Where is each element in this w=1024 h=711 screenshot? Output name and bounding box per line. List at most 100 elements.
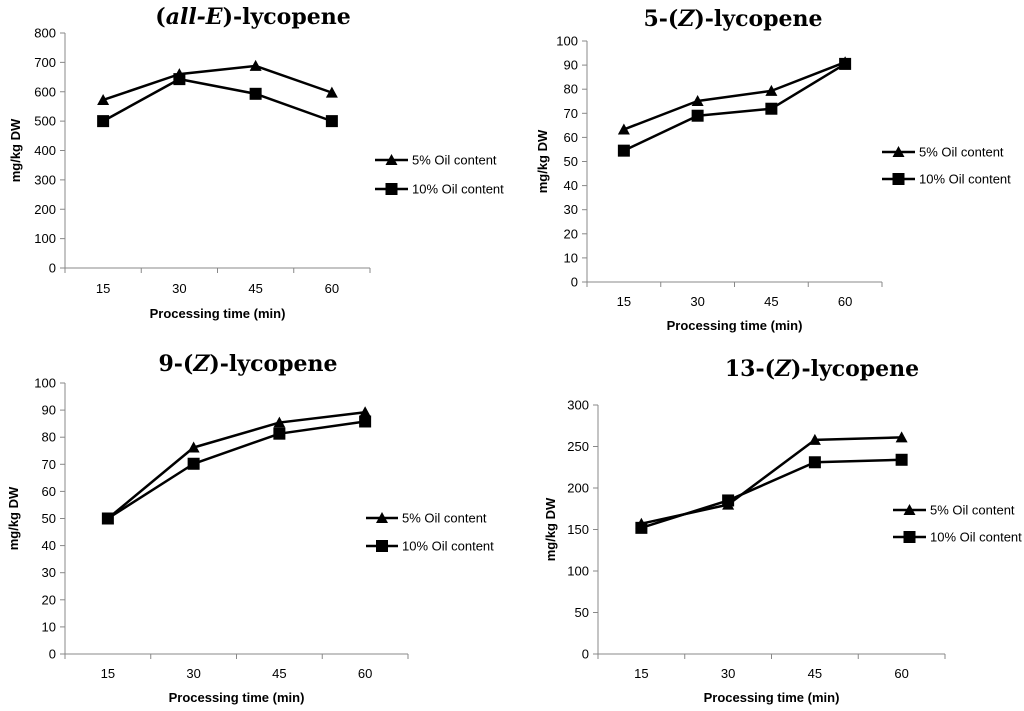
series-line xyxy=(107,411,366,520)
data-point xyxy=(617,123,630,135)
y-tick-label: 10 xyxy=(42,619,56,634)
legend-label: 5% Oil content xyxy=(930,503,1015,518)
legend-label: 5% Oil content xyxy=(919,145,1004,160)
x-axis-title: Processing time (min) xyxy=(150,306,286,321)
chart-1: (all-E)-lycopene 0 100 200 300 400 500 600 700 80… xyxy=(8,4,504,321)
y-tick-label: 100 xyxy=(567,564,589,579)
legend: 5% Oil content 10% Oil content xyxy=(375,153,504,197)
y-tick-label: 0 xyxy=(49,261,56,276)
data-point xyxy=(808,433,821,445)
data-point xyxy=(273,416,286,428)
chart-3: 9-(Z)-lycopene 0 10 20 30 40 50 60 70 80 90 100 15 30… xyxy=(6,351,494,705)
legend-label: 10% Oil content xyxy=(919,172,1011,187)
y-tick-label: 300 xyxy=(567,398,589,413)
chart-2: 5-(Z)-lycopene 0 10 20 30 40 50 60 70 80 90 100 15 30… xyxy=(535,6,1011,333)
series-triangle xyxy=(617,56,852,135)
y-tick-label: 700 xyxy=(34,55,56,70)
chart-title-part: )-lycopene xyxy=(223,4,351,30)
y-tick-label: 0 xyxy=(571,275,578,290)
y-axis-title: mg/kg DW xyxy=(535,129,550,193)
y-tick-label: 60 xyxy=(42,484,56,499)
chart-title: (all-E)-lycopene xyxy=(155,4,350,30)
data-point xyxy=(273,427,286,440)
data-point xyxy=(722,494,735,507)
x-tick-label: 15 xyxy=(96,281,110,296)
series-triangle xyxy=(101,406,372,524)
legend-label: 10% Oil content xyxy=(930,530,1022,545)
data-point xyxy=(635,521,648,534)
data-point xyxy=(765,84,778,96)
y-tick-label: 20 xyxy=(42,592,56,607)
series-line xyxy=(640,458,902,530)
data-point xyxy=(359,415,372,428)
x-tick-label: 60 xyxy=(358,666,372,681)
data-point xyxy=(101,512,114,525)
chart-title: 9-(Z)-lycopene xyxy=(158,351,337,377)
x-tick-label: 15 xyxy=(634,666,648,681)
y-tick-label: 200 xyxy=(34,202,56,217)
y-tick-label: 400 xyxy=(34,143,56,158)
data-point xyxy=(691,109,704,122)
y-tick-label: 0 xyxy=(582,647,589,662)
chart-title: 5-(Z)-lycopene xyxy=(643,6,822,32)
chart-4: 13-(Z)-lycopene 0 50 100 150 200 250 300 15 30 45 6… xyxy=(543,356,1022,705)
chart-title-part: all-E xyxy=(166,4,224,30)
x-tick-label: 30 xyxy=(690,294,704,309)
legend-marker-square xyxy=(892,173,905,185)
y-tick-label: 70 xyxy=(42,457,56,472)
legend-marker-triangle xyxy=(892,146,905,157)
y-axis-title: mg/kg DW xyxy=(543,497,558,561)
data-point xyxy=(187,457,200,470)
legend-label: 10% Oil content xyxy=(412,182,504,197)
data-point xyxy=(325,115,338,128)
data-point xyxy=(765,102,778,115)
data-point xyxy=(97,115,110,128)
data-point xyxy=(895,453,908,466)
y-tick-label: 40 xyxy=(564,178,578,193)
y-tick-label: 200 xyxy=(567,481,589,496)
data-point xyxy=(617,144,630,157)
chart-title-part: Z xyxy=(774,356,792,382)
chart-title-part: 5-( xyxy=(643,6,678,32)
y-axis-title: mg/kg DW xyxy=(8,118,23,182)
legend-label: 5% Oil content xyxy=(402,511,487,526)
y-tick-label: 10 xyxy=(564,250,578,265)
y-tick-label: 90 xyxy=(42,403,56,418)
series-square xyxy=(617,57,852,157)
y-tick-label: 30 xyxy=(42,565,56,580)
y-tick-label: 0 xyxy=(49,647,56,662)
y-tick-label: 50 xyxy=(575,605,589,620)
y-tick-label: 20 xyxy=(564,226,578,241)
y-tick-label: 70 xyxy=(564,106,578,121)
legend: 5% Oil content 10% Oil content xyxy=(882,145,1011,187)
x-tick-label: 60 xyxy=(838,294,852,309)
legend: 5% Oil content 10% Oil content xyxy=(366,511,494,554)
legend-marker-square xyxy=(385,183,398,195)
x-tick-label: 45 xyxy=(764,294,778,309)
data-point xyxy=(173,73,186,86)
data-point xyxy=(359,406,372,418)
y-tick-label: 800 xyxy=(34,26,56,41)
x-axis-title: Processing time (min) xyxy=(704,690,840,705)
series-line xyxy=(102,77,333,123)
y-tick-label: 150 xyxy=(567,522,589,537)
y-tick-label: 90 xyxy=(564,58,578,73)
y-tick-label: 300 xyxy=(34,172,56,187)
chart-title: 13-(Z)-lycopene xyxy=(725,356,919,382)
y-tick-label: 50 xyxy=(564,154,578,169)
y-tick-label: 500 xyxy=(34,114,56,129)
y-tick-label: 30 xyxy=(564,202,578,217)
series-square xyxy=(97,73,338,128)
y-tick-label: 100 xyxy=(34,231,56,246)
x-tick-label: 45 xyxy=(272,666,286,681)
data-point xyxy=(691,95,704,107)
series-line xyxy=(107,420,366,520)
series-triangle xyxy=(97,59,338,105)
chart-title-part: )-lycopene xyxy=(694,6,822,32)
y-tick-label: 600 xyxy=(34,84,56,99)
series-square xyxy=(101,415,372,525)
y-tick-label: 80 xyxy=(42,430,56,445)
series-line xyxy=(623,61,846,131)
legend-marker-triangle xyxy=(903,504,916,515)
x-tick-label: 30 xyxy=(721,666,735,681)
